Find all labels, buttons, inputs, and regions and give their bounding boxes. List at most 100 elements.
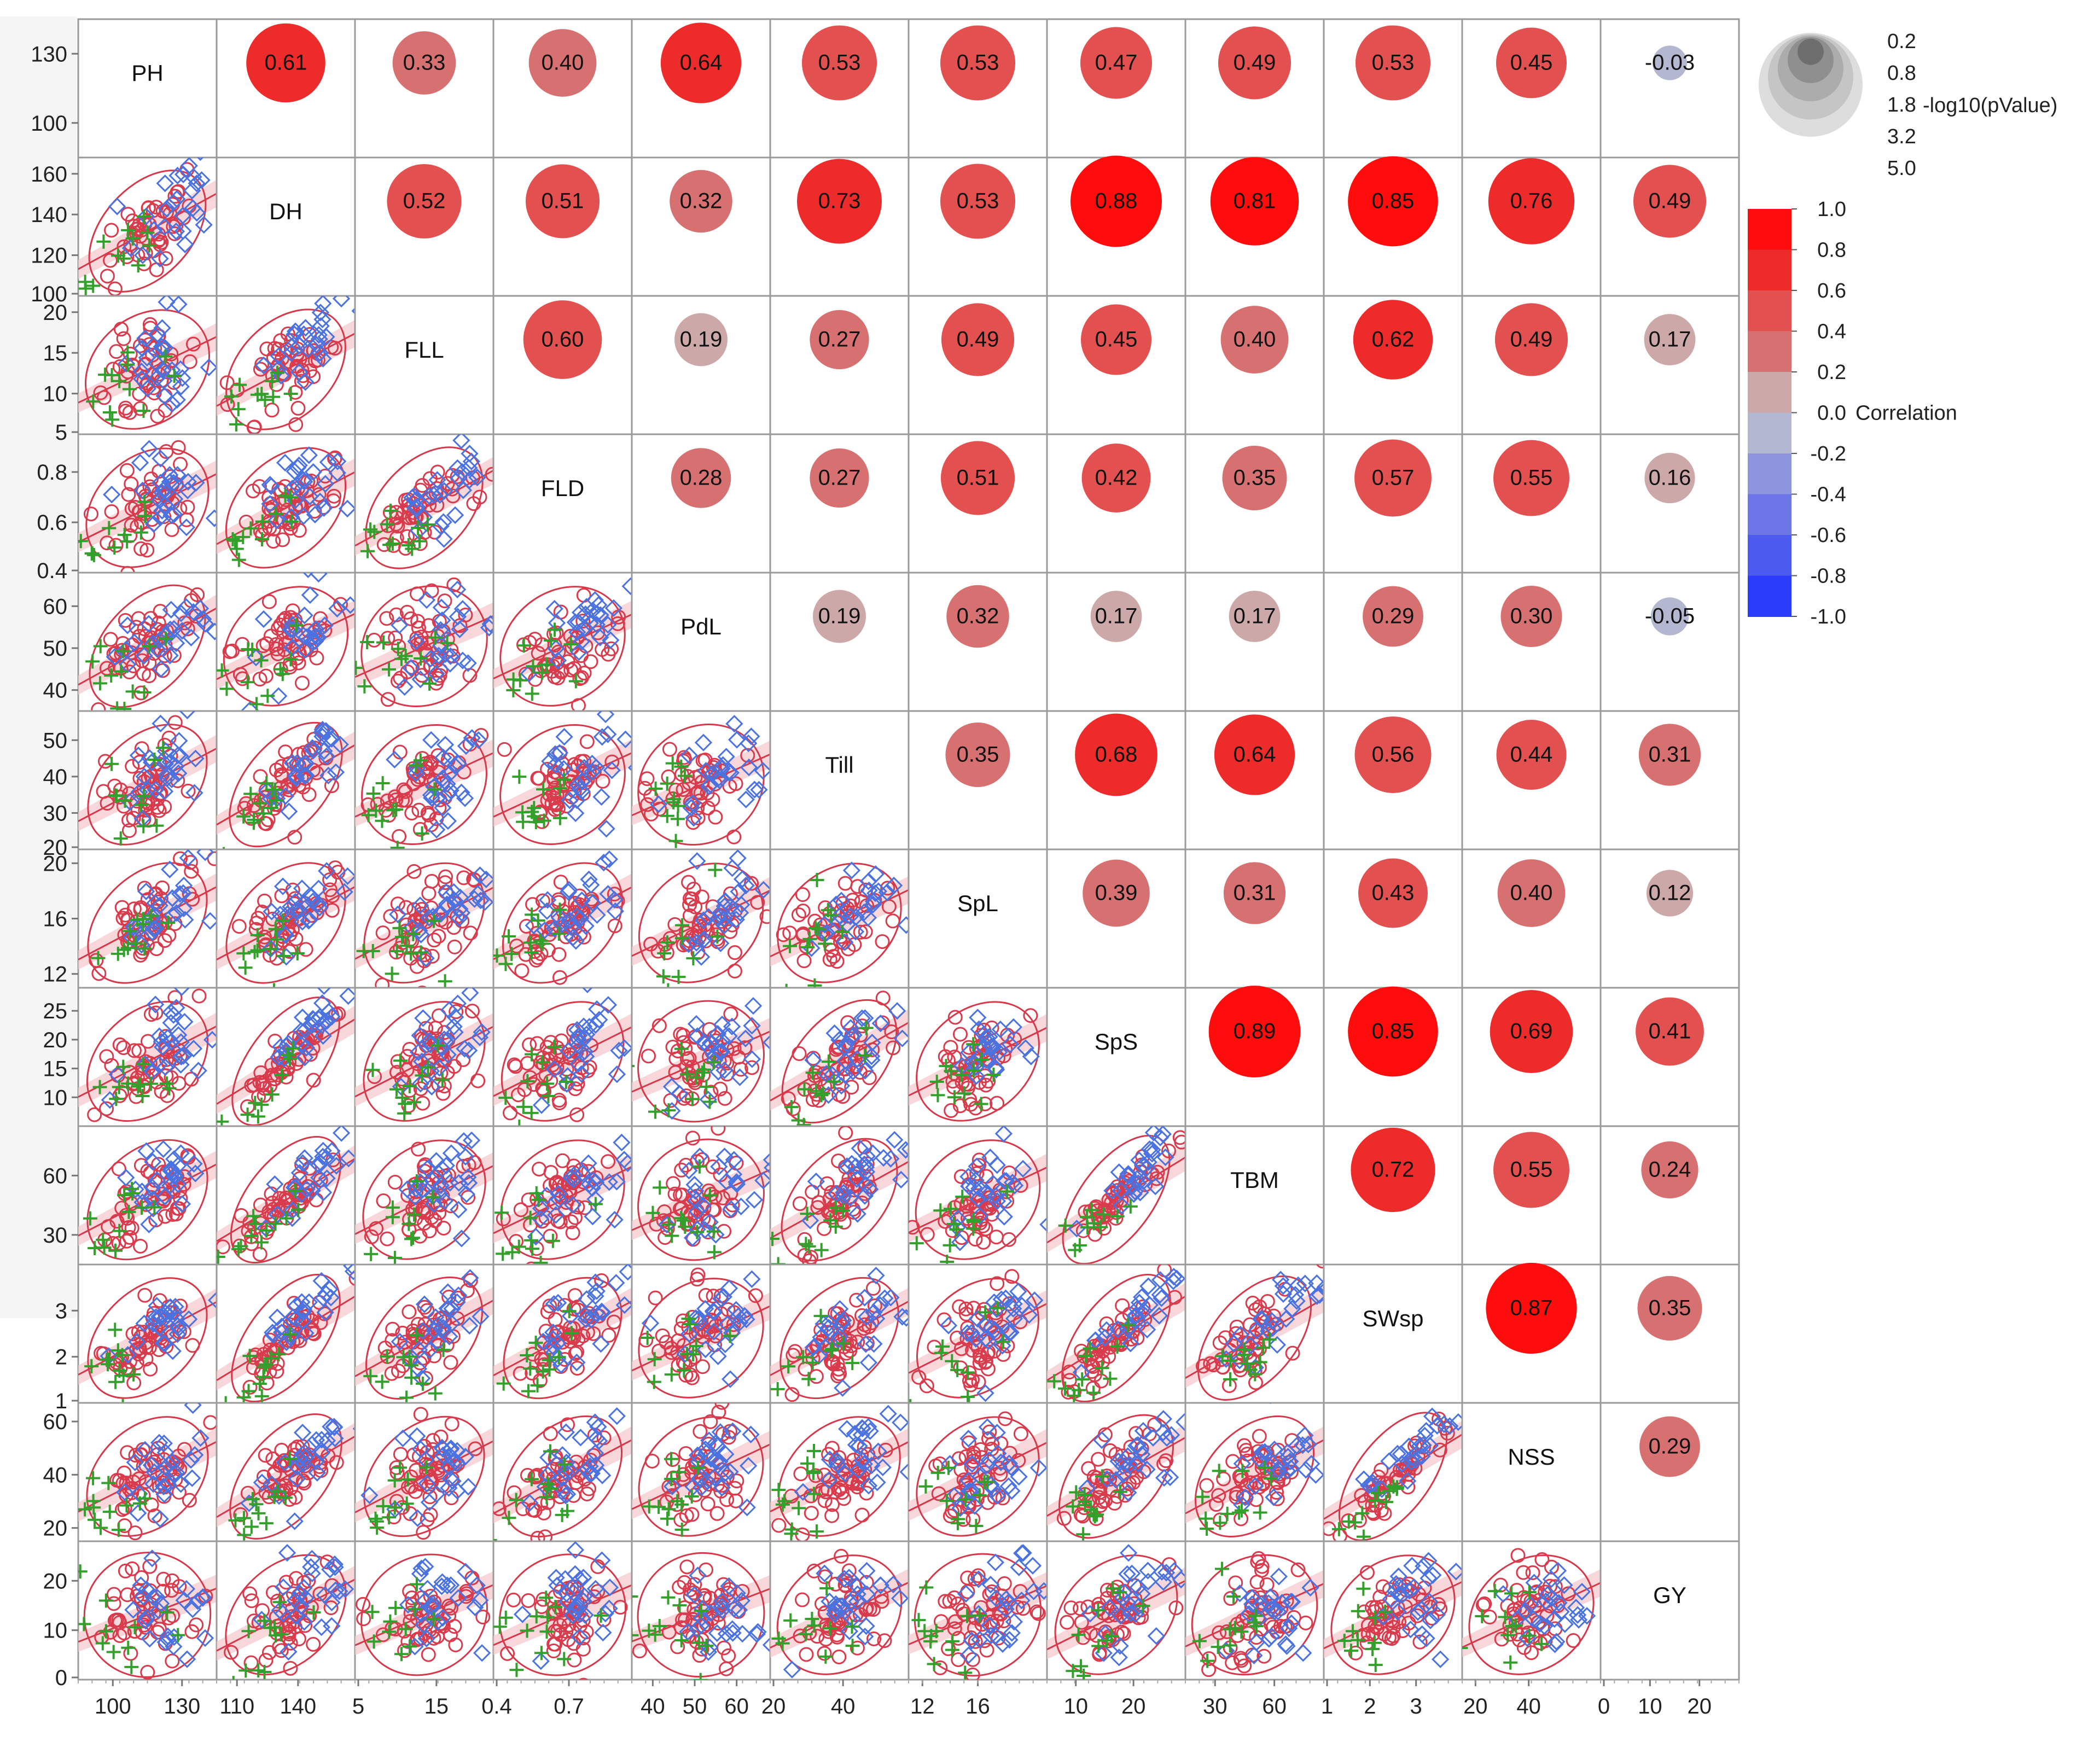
point-group-3 xyxy=(435,1073,450,1087)
point-group-2 xyxy=(716,1464,734,1482)
point-group-1 xyxy=(990,1276,1005,1291)
point-group-1 xyxy=(643,806,659,821)
point-group-2 xyxy=(859,1477,878,1495)
point-group-2 xyxy=(154,1334,172,1352)
point-group-2 xyxy=(893,1308,909,1326)
point-group-2 xyxy=(391,1332,409,1351)
point-group-1 xyxy=(124,476,139,492)
point-group-2 xyxy=(191,1429,210,1447)
left-axis-band xyxy=(0,16,77,1318)
point-group-3 xyxy=(158,631,173,646)
point-group-3 xyxy=(419,1460,434,1475)
point-group-2 xyxy=(587,1429,606,1447)
point-group-1 xyxy=(685,815,701,830)
cell-NSS-DH xyxy=(216,1402,356,1542)
point-group-3 xyxy=(78,534,88,549)
correlation-bubble xyxy=(1353,300,1433,380)
point-group-3 xyxy=(686,951,701,966)
scatter-area xyxy=(78,1277,217,1403)
point-group-2 xyxy=(871,1014,889,1033)
point-group-2 xyxy=(187,749,205,767)
point-group-1 xyxy=(797,1248,812,1263)
point-group-2 xyxy=(163,361,181,379)
point-group-2 xyxy=(117,354,136,373)
point-group-1 xyxy=(327,488,342,504)
point-group-3 xyxy=(422,676,437,691)
point-group-2 xyxy=(422,650,440,668)
point-group-3 xyxy=(375,813,389,828)
density-ellipse xyxy=(362,1139,486,1260)
point-group-2 xyxy=(128,1333,146,1351)
correlation-value: 0.49 xyxy=(1510,328,1553,352)
point-group-2 xyxy=(437,1157,455,1175)
cell-SpL-GY: 0.12 xyxy=(1599,848,1740,989)
point-group-2 xyxy=(140,440,158,458)
correlation-bubble xyxy=(1080,27,1153,99)
point-group-2 xyxy=(850,1437,868,1455)
point-group-2 xyxy=(174,222,192,240)
point-group-2 xyxy=(731,1313,749,1332)
point-group-1 xyxy=(426,1433,441,1448)
point-group-2 xyxy=(183,182,201,200)
point-group-1 xyxy=(1085,1359,1101,1374)
point-group-3 xyxy=(954,1067,969,1082)
point-group-1 xyxy=(676,1467,691,1482)
point-group-2 xyxy=(294,1424,312,1442)
point-group-2 xyxy=(584,1208,602,1226)
point-group-2 xyxy=(742,727,760,745)
point-group-1 xyxy=(569,1107,585,1122)
point-group-2 xyxy=(848,1170,866,1188)
point-group-2 xyxy=(434,1319,452,1337)
point-group-2 xyxy=(867,1267,885,1285)
point-group-3 xyxy=(539,657,554,672)
point-group-2 xyxy=(807,1172,825,1191)
point-group-2 xyxy=(861,1180,879,1198)
point-group-1 xyxy=(433,1046,448,1061)
point-group-3 xyxy=(409,758,423,773)
point-group-2 xyxy=(550,1185,568,1203)
scatter-area xyxy=(493,577,632,711)
point-group-1 xyxy=(920,1227,935,1242)
point-group-2 xyxy=(386,750,404,768)
correlation-value: 0.27 xyxy=(818,466,861,490)
correlation-bubble xyxy=(810,448,869,508)
point-group-1 xyxy=(792,1196,807,1211)
variable-label-DH: DH xyxy=(269,199,303,224)
point-group-2 xyxy=(196,615,214,633)
point-group-3 xyxy=(647,1374,661,1389)
point-group-3 xyxy=(933,1203,948,1218)
point-group-2 xyxy=(750,780,768,799)
point-group-1 xyxy=(124,1220,139,1236)
point-group-3 xyxy=(770,1231,780,1246)
correlation-value: 0.19 xyxy=(818,604,861,628)
point-group-3 xyxy=(156,741,171,755)
point-group-3 xyxy=(651,1500,666,1514)
variable-label-Till: Till xyxy=(825,752,853,778)
point-group-3 xyxy=(674,1211,689,1226)
point-group-2 xyxy=(863,1034,881,1052)
point-group-3 xyxy=(128,936,143,951)
point-group-2 xyxy=(820,1314,838,1332)
correlation-value: -0.03 xyxy=(1645,51,1695,75)
point-group-2 xyxy=(825,1024,844,1042)
point-group-1 xyxy=(1004,1269,1020,1284)
cell-SpS-FLL xyxy=(354,987,495,1127)
point-group-2 xyxy=(1131,1184,1149,1202)
point-group-2 xyxy=(164,889,182,907)
point-group-2 xyxy=(307,1431,325,1449)
point-group-1 xyxy=(854,1196,870,1211)
point-group-2 xyxy=(312,317,330,335)
point-group-2 xyxy=(270,360,288,378)
point-group-3 xyxy=(670,812,685,826)
point-group-1 xyxy=(303,363,318,378)
point-group-3 xyxy=(947,1090,962,1105)
point-group-1 xyxy=(520,1467,536,1483)
point-group-2 xyxy=(167,222,185,241)
point-group-1 xyxy=(644,1453,660,1469)
point-group-2 xyxy=(711,1423,729,1441)
point-group-2 xyxy=(187,1164,205,1182)
point-group-1 xyxy=(242,1379,258,1395)
point-group-3 xyxy=(935,1339,950,1354)
point-group-2 xyxy=(1121,1335,1139,1353)
point-group-1 xyxy=(412,1477,428,1492)
